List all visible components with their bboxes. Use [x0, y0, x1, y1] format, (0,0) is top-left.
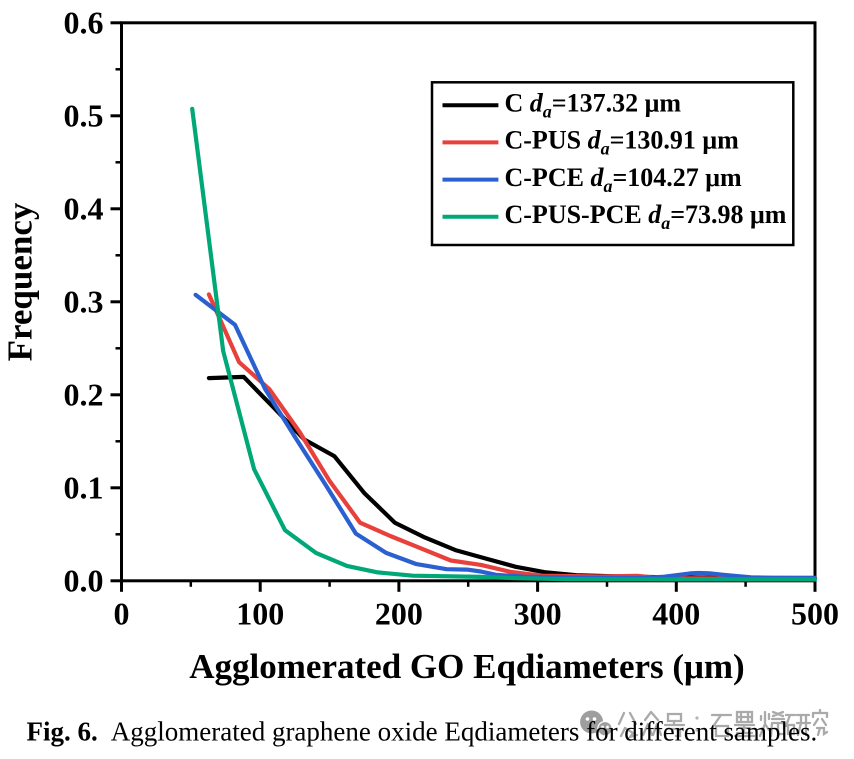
svg-text:C-PUS-PCE da=73.98 μm: C-PUS-PCE da=73.98 μm [505, 200, 787, 233]
svg-text:0.0: 0.0 [64, 562, 104, 598]
svg-text:400: 400 [652, 596, 700, 632]
svg-text:0.6: 0.6 [64, 4, 104, 40]
svg-text:0: 0 [114, 596, 130, 632]
svg-text:Fig. 6.Agglomerated graphene o: Fig. 6. Agglomerated graphene oxide Eqdia… [27, 717, 818, 747]
svg-text:Frequency: Frequency [1, 202, 40, 361]
svg-text:500: 500 [791, 596, 839, 632]
svg-text:0.3: 0.3 [64, 283, 104, 319]
svg-text:C da=137.32 μm: C da=137.32 μm [505, 88, 682, 121]
svg-text:0.1: 0.1 [64, 469, 104, 505]
svg-text:100: 100 [236, 596, 284, 632]
svg-text:200: 200 [375, 596, 423, 632]
svg-text:0.4: 0.4 [64, 190, 104, 226]
svg-text:0.5: 0.5 [64, 97, 104, 133]
svg-text:Agglomerated GO Eqdiameters (μ: Agglomerated GO Eqdiameters (μm) [189, 647, 744, 686]
svg-text:300: 300 [514, 596, 562, 632]
svg-text:C-PCE da=104.27 μm: C-PCE da=104.27 μm [505, 163, 742, 196]
svg-text:0.2: 0.2 [64, 376, 104, 412]
svg-text:C-PUS da=130.91 μm: C-PUS da=130.91 μm [505, 126, 740, 159]
